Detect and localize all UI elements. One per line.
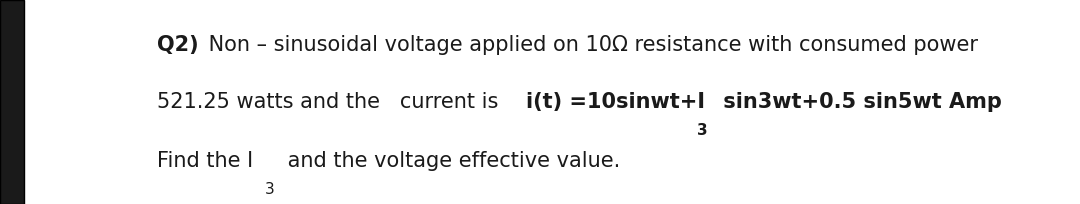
Text: 521.25 watts and the   current is: 521.25 watts and the current is (157, 92, 504, 112)
Text: Q2): Q2) (157, 35, 199, 55)
Text: i(t) =10sinwt+I: i(t) =10sinwt+I (526, 92, 705, 112)
Text: 3: 3 (265, 182, 274, 197)
Text: Find the I: Find the I (157, 151, 253, 171)
Text: Non – sinusoidal voltage applied on 10Ω resistance with consumed power: Non – sinusoidal voltage applied on 10Ω … (202, 35, 978, 55)
Text: 3: 3 (697, 123, 707, 138)
FancyBboxPatch shape (0, 0, 24, 204)
Text: sin3wt+0.5 sin5wt Amp: sin3wt+0.5 sin5wt Amp (716, 92, 1002, 112)
Text: .: . (948, 92, 955, 112)
Text: and the voltage effective value.: and the voltage effective value. (281, 151, 620, 171)
